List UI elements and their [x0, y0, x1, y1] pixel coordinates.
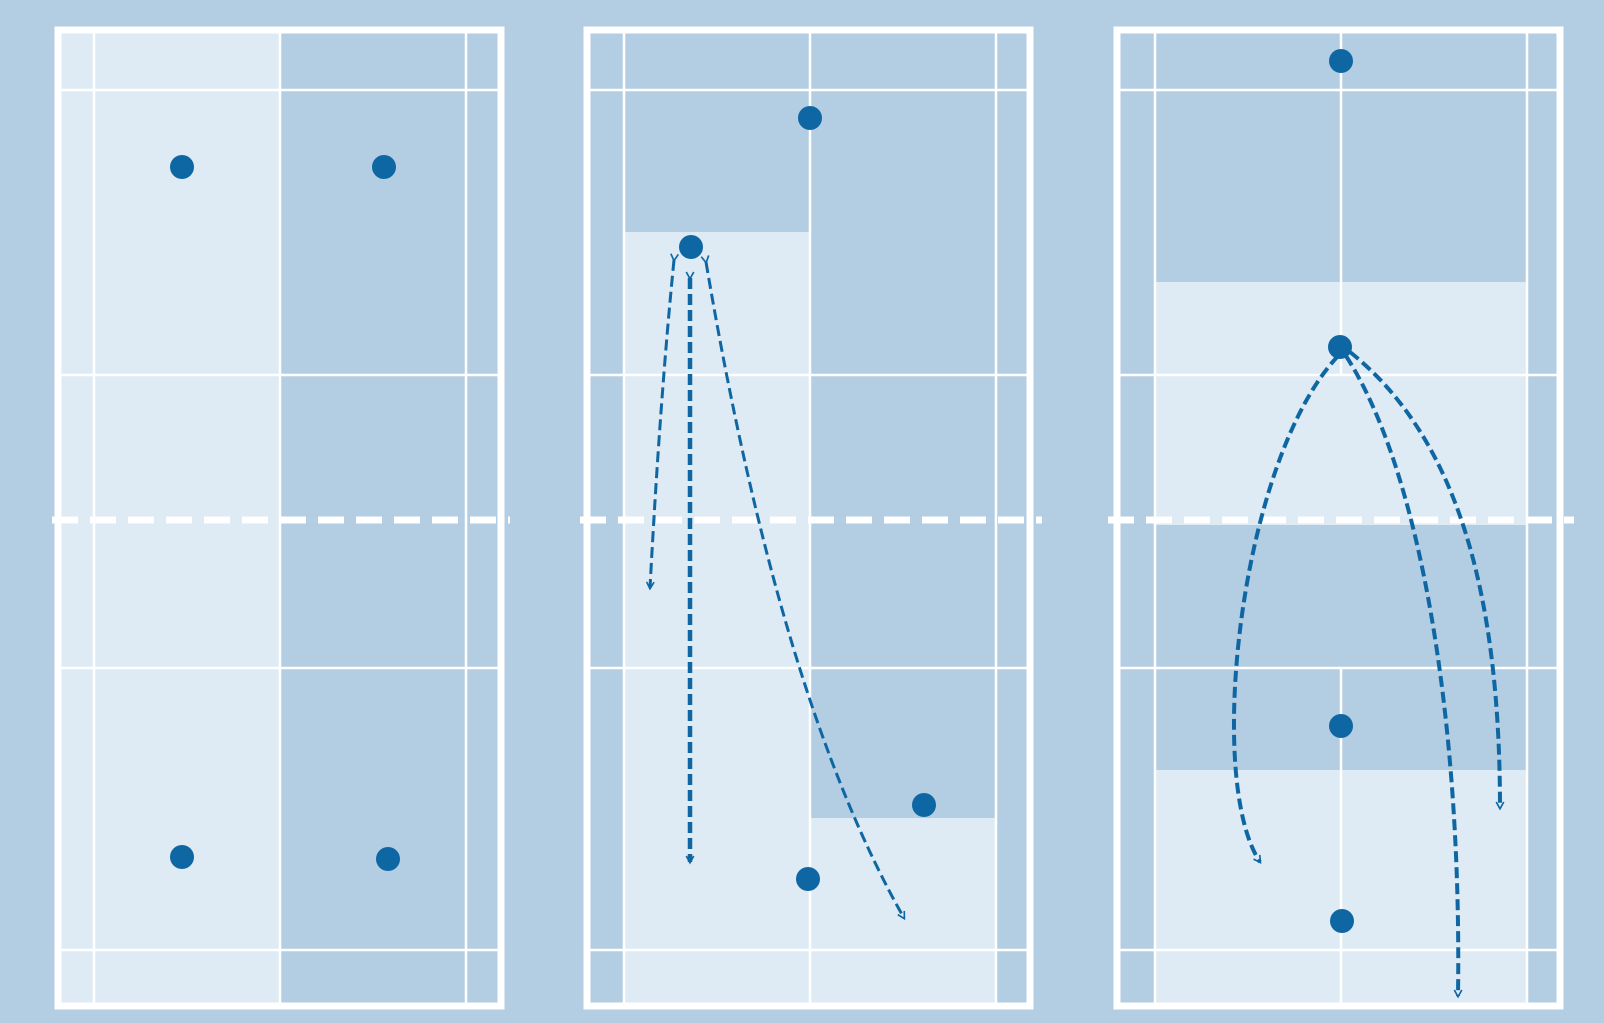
- shot-paths: [1232, 350, 1500, 996]
- player-marker: [1328, 335, 1352, 359]
- player-marker: [796, 867, 820, 891]
- players: [679, 106, 936, 891]
- player-marker: [679, 235, 703, 259]
- player-marker: [376, 847, 400, 871]
- players: [170, 155, 400, 871]
- court-left: [52, 26, 510, 1010]
- court-highlight-zone: [624, 232, 810, 1006]
- shot-path-arrow: [650, 260, 674, 588]
- player-marker: [1329, 714, 1353, 738]
- players: [1328, 49, 1354, 933]
- player-marker: [1329, 49, 1353, 73]
- player-marker: [1330, 909, 1354, 933]
- court-lines: [58, 30, 501, 1006]
- player-marker: [798, 106, 822, 130]
- shot-path-arrow: [1348, 350, 1500, 808]
- player-marker: [170, 845, 194, 869]
- shot-path-arrow: [706, 262, 906, 918]
- court-right: [1108, 26, 1574, 1010]
- player-marker: [372, 155, 396, 179]
- shot-path-arrow: [1344, 354, 1458, 996]
- player-marker: [912, 793, 936, 817]
- shot-path-arrow: [1232, 354, 1340, 862]
- court-highlight-zone: [810, 818, 996, 1006]
- shot-paths: [650, 260, 906, 918]
- court-middle: [580, 26, 1042, 1010]
- player-marker: [170, 155, 194, 179]
